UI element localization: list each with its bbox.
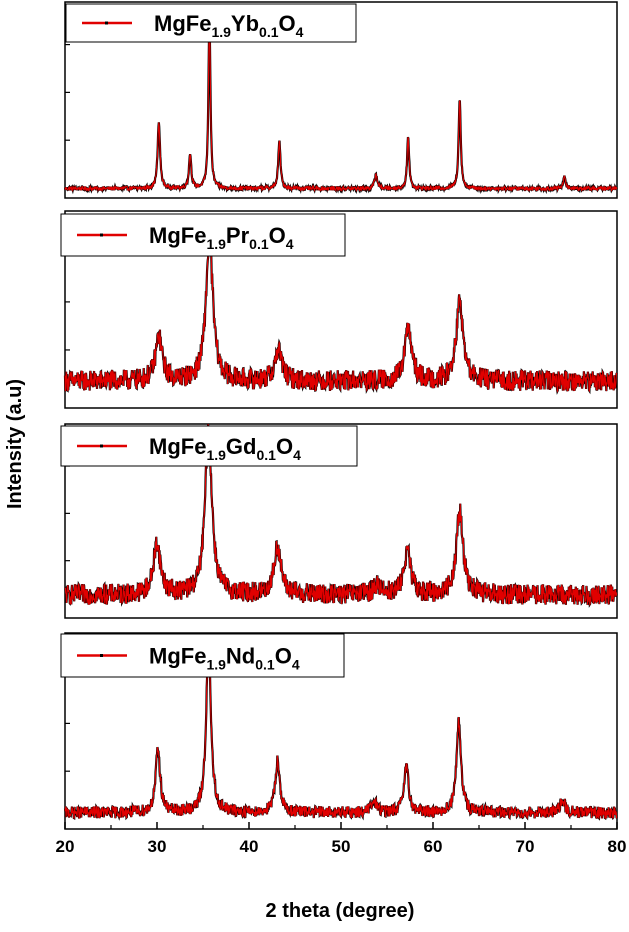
legend-label-part: O [279,11,296,36]
series-line [64,424,618,607]
legend-label-part: 4 [293,447,301,463]
x-tick-label: 40 [240,837,259,856]
legend-label-part: 1.9 [211,24,231,40]
x-tick-label: 70 [516,837,535,856]
legend-label-part: 0.1 [249,236,269,252]
series-line [64,19,618,193]
legend-label-part: 0.1 [259,24,279,40]
legend-label-part: 0.1 [255,657,275,673]
legend-label-part: O [276,434,293,459]
legend-marker [100,233,103,237]
legend: MgFe1.9Yb0.1O4 [65,3,357,43]
legend-label: MgFe1.9Nd0.1O4 [149,644,300,673]
legend: MgFe1.9Pr0.1O4 [60,213,346,257]
legend-label-part: MgFe [149,434,206,459]
x-tick-label: 60 [424,837,443,856]
legend-label-part: Pr [226,223,250,248]
legend-label-part: MgFe [149,644,206,669]
legend-box [60,213,346,257]
panel-4: MgFe1.9Nd0.1O4 [60,632,618,830]
x-tick-label: 30 [148,837,167,856]
legend-label-part: 1.9 [206,236,226,252]
legend-label-part: Gd [226,434,257,459]
legend-label-part: 0.1 [256,447,276,463]
legend-label: MgFe1.9Yb0.1O4 [154,11,304,40]
legend-marker [100,444,103,448]
x-tick-label: 80 [608,837,627,856]
legend-label-part: 4 [296,24,304,40]
legend: MgFe1.9Nd0.1O4 [60,633,345,678]
legend-label-part: O [275,644,292,669]
x-axis-title: 2 theta (degree) [266,900,415,922]
legend-label-part: 1.9 [206,447,226,463]
legend-label: MgFe1.9Gd0.1O4 [149,434,301,463]
x-tick-label: 50 [332,837,351,856]
x-axis-ticks: 20 30 40 50 60 70 80 [56,822,627,856]
legend-label-part: 4 [286,236,294,252]
legend-label-part: Nd [226,644,255,669]
legend-marker [105,21,108,25]
legend-marker [100,654,103,657]
legend-label-part: Yb [231,11,259,36]
y-axis-title: Intensity (a.u) [4,379,26,509]
panel-1: MgFe1.9Yb0.1O4 [63,1,618,199]
legend-label: MgFe1.9Pr0.1O4 [149,223,294,252]
legend: MgFe1.9Gd0.1O4 [60,425,358,467]
panel-2: MgFe1.9Pr0.1O4 [60,210,618,409]
series-line [64,635,618,820]
x-tick-label: 20 [56,837,75,856]
chart-panels: MgFe1.9Yb0.1O4MgFe1.9Pr0.1O4MgFe1.9Gd0.1… [60,1,618,830]
panel-3: MgFe1.9Gd0.1O4 [60,423,618,619]
legend-label-part: MgFe [154,11,211,36]
series-line [64,229,618,394]
legend-label-part: 4 [292,657,300,673]
legend-label-part: MgFe [149,223,206,248]
legend-label-part: O [269,223,286,248]
legend-label-part: 1.9 [206,657,226,673]
